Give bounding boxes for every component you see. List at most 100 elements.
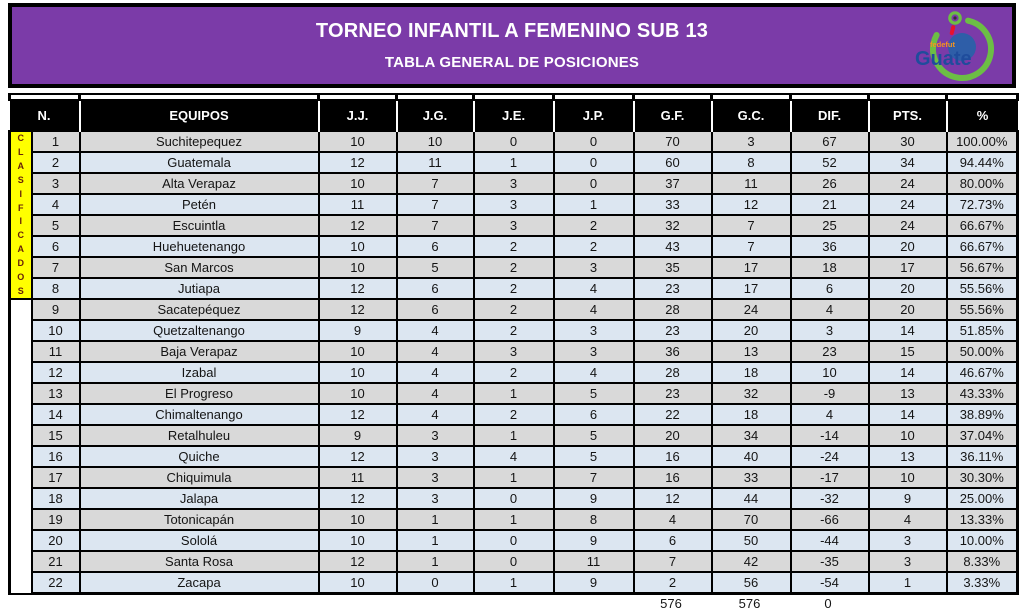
cell-jg: 7	[395, 172, 475, 195]
cell-gc: 50	[710, 529, 792, 552]
cell-pts: 20	[867, 235, 948, 258]
total-goals-against: 576	[738, 596, 761, 611]
cell-jg: 3	[395, 445, 475, 468]
table-row: 11 Baja Verapaz 10 4 3 3 36 13 23 15 50.00%	[10, 340, 1019, 363]
table-row: 4 Petén 11 7 3 1 33 12 21 24 72.73%	[10, 193, 1019, 216]
cell-dif: -24	[789, 445, 870, 468]
cell-je: 2	[472, 403, 555, 426]
col-header-pts: PTS.	[867, 100, 947, 131]
cell-gc: 17	[710, 256, 792, 279]
cell-pct: 10.00%	[945, 529, 1019, 552]
table-row: 19 Totonicapán 10 1 1 8 4 70 -66 4 13.33%	[10, 508, 1019, 531]
cell-n: 16	[30, 445, 81, 468]
cell-dif: 18	[789, 256, 870, 279]
cell-je: 1	[472, 382, 555, 405]
cell-jp: 9	[552, 529, 635, 552]
cell-jg: 10	[395, 130, 475, 153]
cell-pct: 43.33%	[945, 382, 1019, 405]
cell-jj: 10	[317, 235, 398, 258]
logo-swoosh-arc	[930, 17, 994, 81]
cell-dif: 4	[789, 403, 870, 426]
cell-gf: 33	[632, 193, 713, 216]
cell-equipo: Zacapa	[78, 571, 320, 595]
cell-pct: 13.33%	[945, 508, 1019, 531]
cell-gf: 4	[632, 508, 713, 531]
cell-jp: 4	[552, 298, 635, 321]
table-row: C L A S I F I C A D O S 1 Suchitepequez 10 10 0 0 70 3 67 30 1…	[8, 130, 1019, 300]
col-header-gc: G.C.	[710, 100, 791, 131]
tick-cell	[552, 93, 635, 101]
logo-small-text: fedefut	[930, 40, 956, 49]
cell-equipo: Quetzaltenango	[78, 319, 320, 342]
cell-jj: 10	[317, 172, 398, 195]
cell-gc: 18	[710, 361, 792, 384]
tick-cell	[472, 93, 555, 101]
cell-je: 1	[472, 508, 555, 531]
cell-pts: 17	[867, 256, 948, 279]
cell-dif: -44	[789, 529, 870, 552]
cell-pts: 20	[867, 277, 948, 300]
cell-gc: 40	[710, 445, 792, 468]
cell-jj: 9	[317, 319, 398, 342]
table-row: 14 Chimaltenango 12 4 2 6 22 18 4 14 38.89%	[10, 403, 1019, 426]
cell-je: 2	[472, 361, 555, 384]
cell-gc: 17	[710, 277, 792, 300]
cell-jj: 12	[317, 214, 398, 237]
cell-jg: 7	[395, 193, 475, 216]
cell-jg: 4	[395, 382, 475, 405]
cell-dif: 6	[789, 277, 870, 300]
cell-pct: 66.67%	[945, 214, 1019, 237]
standings-subtitle: TABLA GENERAL DE POSICIONES	[384, 54, 640, 71]
cell-dif: 25	[789, 214, 870, 237]
cell-n: 4	[30, 193, 81, 216]
cell-jg: 5	[395, 256, 475, 279]
cell-n: 21	[30, 550, 81, 573]
cell-gf: 7	[632, 550, 713, 573]
cell-dif: 10	[789, 361, 870, 384]
col-header-pct: %	[945, 100, 1018, 131]
cell-gf: 2	[632, 571, 713, 595]
cell-jp: 3	[552, 340, 635, 363]
cell-je: 3	[472, 214, 555, 237]
col-header-equipo: EQUIPOS	[78, 100, 319, 131]
cell-pts: 20	[867, 298, 948, 321]
table-row: 20 Sololá 10 1 0 9 6 50 -44 3 10.00%	[10, 529, 1019, 552]
cell-dif: 52	[789, 151, 870, 174]
table-row: 18 Jalapa 12 3 0 9 12 44 -32 9 25.00%	[10, 487, 1019, 510]
cell-pts: 4	[867, 508, 948, 531]
cell-pct: 56.67%	[945, 256, 1019, 279]
standings-table: N. EQUIPOS J.J. J.G. J.E. J.P. G.F. G.C. DIF. PTS…	[8, 93, 1019, 595]
cell-je: 2	[472, 319, 555, 342]
cell-jj: 10	[317, 340, 398, 363]
cell-jj: 12	[317, 151, 398, 174]
cell-je: 2	[472, 298, 555, 321]
cell-pct: 30.30%	[945, 466, 1019, 489]
cell-gc: 18	[710, 403, 792, 426]
cell-je: 1	[472, 151, 555, 174]
column-tick-row	[8, 93, 1019, 101]
cell-n: 1	[30, 130, 81, 153]
cell-pts: 9	[867, 487, 948, 510]
cell-pts: 14	[867, 361, 948, 384]
cell-pts: 10	[867, 466, 948, 489]
cell-jg: 0	[395, 571, 475, 595]
cell-equipo: Suchitepequez	[78, 130, 320, 153]
cell-equipo: Jutiapa	[78, 277, 320, 300]
cell-n: 17	[30, 466, 81, 489]
cell-equipo: Baja Verapaz	[78, 340, 320, 363]
cell-gc: 44	[710, 487, 792, 510]
cell-dif: 67	[789, 130, 870, 153]
cell-dif: -17	[789, 466, 870, 489]
cell-jj: 10	[317, 361, 398, 384]
cell-gf: 32	[632, 214, 713, 237]
cell-n: 12	[30, 361, 81, 384]
cell-pts: 24	[867, 172, 948, 195]
logo-ball	[948, 33, 976, 61]
cell-jp: 5	[552, 382, 635, 405]
cell-jg: 11	[395, 151, 475, 174]
cell-n: 13	[30, 382, 81, 405]
cell-gf: 12	[632, 487, 713, 510]
cell-pct: 94.44%	[945, 151, 1019, 174]
cell-jp: 3	[552, 319, 635, 342]
